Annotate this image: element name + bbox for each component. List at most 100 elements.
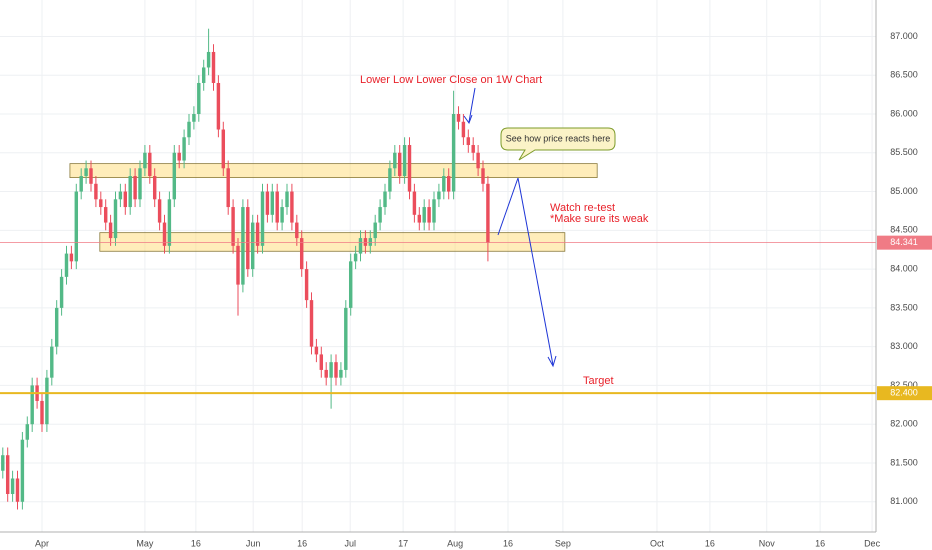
candle-body	[25, 424, 30, 440]
candle-body	[59, 276, 64, 308]
candle-body	[324, 369, 328, 378]
y-tick-label: 84.500	[890, 225, 918, 235]
candle-body	[461, 121, 466, 138]
candle-body	[402, 145, 407, 177]
candle-body	[15, 478, 20, 502]
callout-text: See how price reacts here	[506, 133, 611, 143]
candle-body	[20, 439, 25, 502]
zone	[69, 163, 598, 178]
candle-body	[295, 222, 299, 239]
y-tick-label: 82.500	[890, 380, 918, 390]
candle-body	[197, 82, 201, 114]
candle-body	[432, 199, 436, 223]
candle-body	[10, 478, 15, 494]
candle-body	[40, 400, 44, 425]
candle-body	[280, 207, 284, 223]
y-tick-label: 85.500	[890, 147, 918, 157]
price-tag-label: 84.341	[890, 237, 918, 247]
candle-body	[241, 207, 245, 285]
candle-body	[64, 253, 69, 277]
candle-body	[417, 214, 422, 223]
candle-body	[427, 207, 431, 223]
candle-body	[79, 176, 83, 192]
y-tick-label: 81.000	[890, 496, 918, 506]
candle-body	[74, 191, 79, 262]
candle-body	[45, 377, 49, 425]
price-tag	[877, 235, 932, 250]
drawings	[463, 87, 557, 368]
x-tick-label: 16	[705, 538, 715, 548]
candle-body	[89, 168, 93, 184]
candle-body	[138, 168, 142, 200]
x-tick-label: Sep	[555, 538, 571, 548]
candle-body	[255, 222, 260, 246]
x-tick-label: 16	[297, 538, 307, 548]
candle-body	[471, 145, 475, 153]
candle-body	[177, 152, 181, 161]
x-tick-label: Dec	[864, 538, 881, 548]
candle-body	[466, 137, 471, 146]
arrow-head	[547, 355, 557, 368]
candle-body	[118, 191, 123, 200]
candle-body	[187, 121, 191, 138]
candle-body	[211, 51, 216, 83]
candle-body	[329, 362, 333, 378]
candle-body	[304, 269, 309, 301]
candle-body	[407, 145, 412, 192]
x-tick-label: Nov	[759, 538, 776, 548]
candle-body	[5, 455, 10, 494]
annotation: Target	[583, 375, 614, 387]
candle-body	[143, 152, 147, 169]
candle-body	[442, 176, 446, 192]
arrow	[468, 87, 476, 123]
candle-body	[54, 307, 59, 347]
candle-body	[216, 82, 221, 130]
candle-body	[113, 199, 118, 239]
candle-body	[412, 191, 417, 215]
candle-body	[69, 253, 74, 262]
candle-body	[344, 307, 348, 370]
candle-body	[486, 183, 490, 243]
candle-body	[270, 191, 275, 215]
x-tick-label: 16	[503, 538, 513, 548]
candle-body	[84, 168, 88, 177]
zones	[69, 163, 598, 252]
y-tick-label: 83.000	[890, 341, 918, 351]
arrow	[497, 177, 519, 236]
candle-body	[358, 238, 363, 254]
candle-body	[275, 191, 279, 223]
y-tick-label: 82.000	[890, 419, 918, 429]
candle-body	[99, 199, 103, 208]
candle-body	[446, 176, 451, 192]
y-tick-label: 81.500	[890, 457, 918, 467]
annotation: Lower Low Lower Close on 1W Chart	[360, 74, 542, 86]
candle-body	[339, 369, 343, 378]
candle-body	[319, 354, 324, 370]
candle-body	[290, 191, 294, 223]
candle-body	[221, 129, 226, 169]
candle-body	[123, 191, 128, 208]
grid	[0, 0, 876, 532]
candle-body	[103, 207, 108, 223]
candle-body	[353, 253, 358, 262]
candle-body	[50, 346, 54, 378]
candle-body	[373, 222, 377, 239]
candle-body	[157, 199, 162, 223]
candle-body	[133, 176, 137, 200]
candle-body	[422, 207, 426, 223]
x-tick-label: Jul	[344, 538, 356, 548]
x-tick-label: Aug	[447, 538, 463, 548]
candle-body	[314, 346, 319, 355]
candle-body	[476, 152, 480, 169]
zone	[99, 232, 566, 252]
candle-body	[30, 385, 34, 425]
candle-body	[437, 191, 441, 200]
candle-body	[348, 261, 353, 308]
candle-body	[172, 152, 177, 200]
candle-body	[250, 222, 255, 270]
candle-body	[192, 114, 196, 122]
candle-body	[378, 207, 382, 223]
candle-body	[451, 114, 456, 192]
candle-body	[226, 168, 230, 208]
